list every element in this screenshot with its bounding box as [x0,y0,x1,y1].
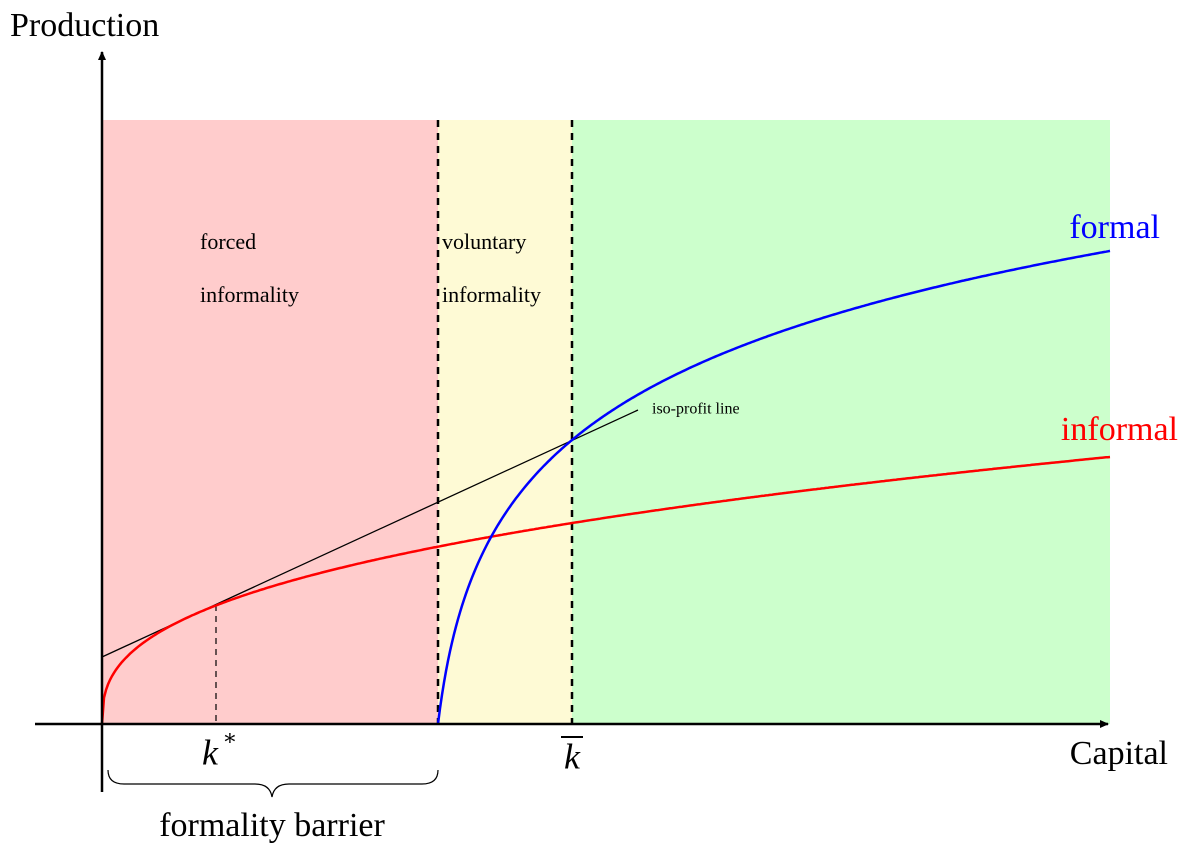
iso-profit-label: iso-profit line [652,401,740,418]
brace-label: formality barrier [159,807,385,844]
formal-label: formal [1069,209,1160,246]
formal-curve [436,249,1111,725]
kbar-label: k [564,736,581,776]
region-label: informality [442,282,541,307]
region-label: forced [200,229,256,254]
brace [107,769,439,798]
x-axis-label: Capital [1070,735,1168,772]
informal-curve [100,455,1111,725]
forced-region [102,120,438,724]
kstar-label: k [202,732,219,772]
voluntary-region [438,120,572,724]
informal-label: informal [1061,411,1178,448]
region-label: voluntary [442,229,526,254]
region-label: informality [200,282,299,307]
kstar-sup: ∗ [223,725,238,750]
formal-region [572,120,1110,724]
y-axis-label: Production [10,7,159,44]
